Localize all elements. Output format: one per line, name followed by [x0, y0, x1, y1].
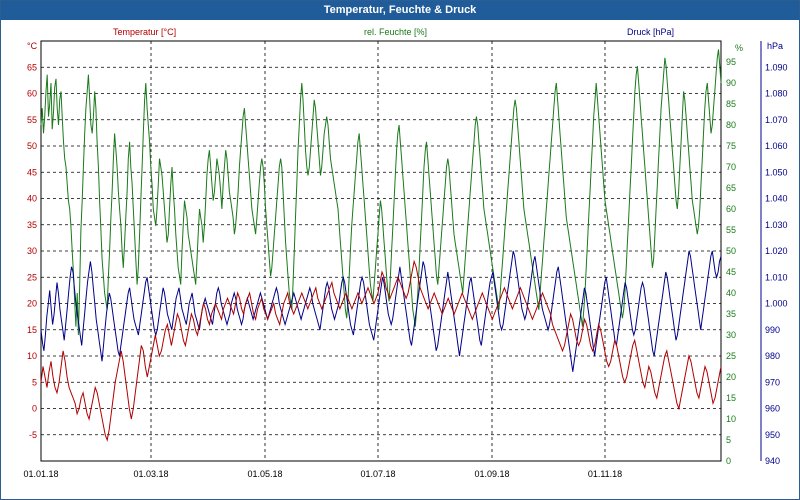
x-tick-label: 01.03.18 [133, 469, 168, 479]
humidity-tick-label: 5 [726, 435, 731, 445]
x-tick-label: 01.07.18 [360, 469, 395, 479]
pressure-tick-label: 1.080 [765, 89, 788, 99]
temperature-tick-label: 25 [27, 272, 37, 282]
pressure-series-line [40, 250, 722, 372]
pressure-tick-label: 1.020 [765, 246, 788, 256]
pressure-tick-label: 940 [765, 456, 780, 466]
chart-canvas: Temperatur [°C] rel. Feuchte [%] Druck [… [23, 27, 788, 479]
temperature-tick-label: 5 [32, 377, 37, 387]
humidity-tick-label: 90 [726, 78, 736, 88]
temperature-tick-label: -5 [29, 430, 37, 440]
humidity-tick-label: 55 [726, 225, 736, 235]
temperature-tick-label: 0 [32, 404, 37, 414]
pressure-tick-label: 970 [765, 377, 780, 387]
humidity-tick-label: 35 [726, 309, 736, 319]
temperature-tick-label: 40 [27, 194, 37, 204]
temperature-tick-label: 35 [27, 220, 37, 230]
humidity-tick-label: 65 [726, 183, 736, 193]
temperature-tick-label: 30 [27, 246, 37, 256]
pressure-tick-label: 990 [765, 325, 780, 335]
temperature-tick-label: 45 [27, 167, 37, 177]
humidity-unit-label: % [735, 43, 743, 53]
temperature-tick-label: 15 [27, 325, 37, 335]
humidity-axis-header: rel. Feuchte [%] [364, 27, 427, 37]
humidity-tick-label: 75 [726, 141, 736, 151]
humidity-tick-label: 30 [726, 330, 736, 340]
temperature-tick-label: 65 [27, 62, 37, 72]
temperature-tick-label: 60 [27, 89, 37, 99]
humidity-tick-label: 0 [726, 456, 731, 466]
pressure-tick-label: 1.030 [765, 220, 788, 230]
temperature-axis-header: Temperatur [°C] [113, 27, 176, 37]
humidity-tick-label: 70 [726, 162, 736, 172]
pressure-tick-label: 1.010 [765, 272, 788, 282]
pressure-axis-header: Druck [hPa] [627, 27, 674, 37]
temperature-tick-label: 10 [27, 351, 37, 361]
x-tick-label: 01.01.18 [23, 469, 58, 479]
pressure-unit-label: hPa [767, 41, 783, 51]
pressure-tick-label: 1.090 [765, 62, 788, 72]
x-tick-label: 01.05.18 [247, 469, 282, 479]
pressure-tick-label: 1.050 [765, 167, 788, 177]
temperature-tick-label: 50 [27, 141, 37, 151]
pressure-tick-label: 1.000 [765, 299, 788, 309]
x-tick-label: 01.09.18 [474, 469, 509, 479]
humidity-tick-label: 10 [726, 414, 736, 424]
pressure-tick-label: 1.060 [765, 141, 788, 151]
pressure-tick-label: 950 [765, 430, 780, 440]
window-title: Temperatur, Feuchte & Druck [1, 1, 799, 20]
humidity-tick-label: 15 [726, 393, 736, 403]
humidity-tick-label: 50 [726, 246, 736, 256]
humidity-tick-label: 45 [726, 267, 736, 277]
humidity-tick-label: 40 [726, 288, 736, 298]
x-tick-label: 01.11.18 [588, 469, 622, 479]
temperature-tick-label: 20 [27, 299, 37, 309]
pressure-tick-label: 1.040 [765, 194, 788, 204]
temperature-unit-label: °C [27, 41, 38, 51]
temperature-tick-label: 55 [27, 115, 37, 125]
pressure-tick-label: 1.070 [765, 115, 788, 125]
humidity-tick-label: 85 [726, 99, 736, 109]
pressure-tick-label: 960 [765, 404, 780, 414]
temperature-series-line [40, 259, 722, 442]
pressure-tick-label: 980 [765, 351, 780, 361]
humidity-tick-label: 20 [726, 372, 736, 382]
humidity-tick-label: 60 [726, 204, 736, 214]
humidity-tick-label: 95 [726, 57, 736, 67]
humidity-tick-label: 80 [726, 120, 736, 130]
humidity-tick-label: 25 [726, 351, 736, 361]
humidity-series-line [40, 49, 722, 336]
